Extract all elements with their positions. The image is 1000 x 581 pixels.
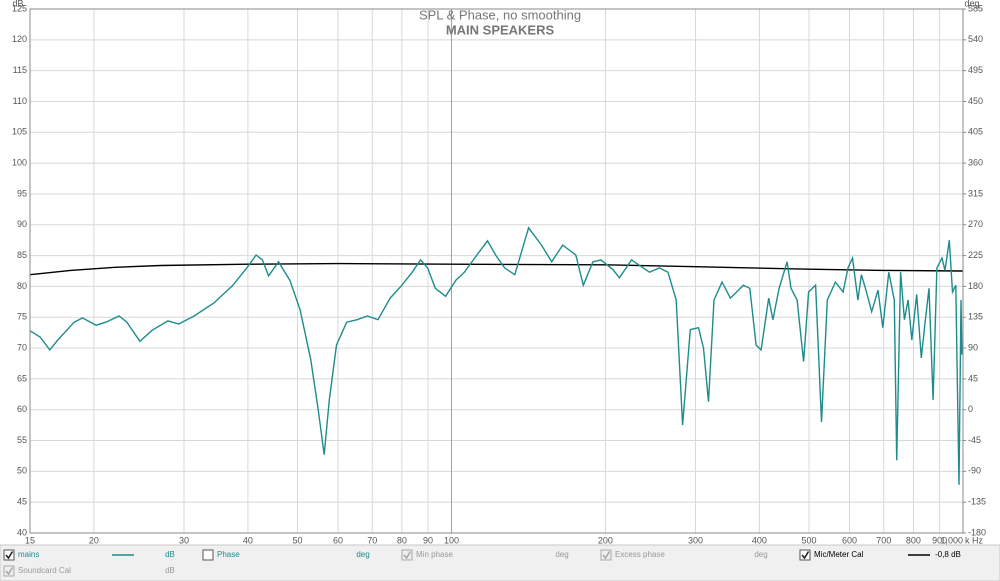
y2-tick-label: 450 bbox=[968, 96, 983, 106]
y-tick-label: 100 bbox=[12, 157, 27, 167]
series-line bbox=[29, 226, 963, 485]
x-tick-label: 400 bbox=[752, 535, 767, 545]
y-tick-label: 40 bbox=[17, 527, 27, 537]
legend-unit: deg bbox=[555, 550, 568, 559]
y2-tick-label: 225 bbox=[968, 250, 983, 260]
legend-unit: deg bbox=[356, 550, 369, 559]
y-tick-label: 65 bbox=[17, 373, 27, 383]
y-tick-label: 110 bbox=[13, 96, 27, 106]
chart-background bbox=[0, 0, 1000, 545]
plot-border bbox=[29, 8, 964, 534]
y-axis-unit: dB bbox=[12, 0, 23, 8]
x-tick-label: 900 bbox=[932, 535, 947, 545]
y-tick-label: 90 bbox=[17, 219, 27, 229]
checkmark bbox=[403, 551, 412, 560]
x-tick-label: 90 bbox=[423, 535, 433, 545]
checkbox[interactable] bbox=[202, 549, 214, 561]
series-line bbox=[29, 262, 964, 276]
y-tick-label: 80 bbox=[17, 281, 27, 291]
x-tick-label: 1,000 bbox=[940, 535, 963, 545]
y-tick-label: 75 bbox=[17, 312, 27, 322]
x-axis-unit: k Hz bbox=[965, 535, 984, 545]
legend-label: Excess phase bbox=[615, 550, 665, 559]
y-tick-label: 115 bbox=[13, 65, 27, 75]
x-tick-label: 40 bbox=[243, 535, 253, 545]
x-tick-label: 15 bbox=[25, 535, 35, 545]
x-tick-label: 80 bbox=[397, 535, 407, 545]
checkmark bbox=[801, 551, 810, 560]
y2-tick-label: 405 bbox=[968, 127, 983, 137]
legend-unit: dB bbox=[165, 566, 175, 575]
legend-label: Soundcard Cal bbox=[18, 566, 71, 575]
y2-tick-label: -90 bbox=[968, 466, 981, 476]
y-tick-label: 85 bbox=[17, 250, 27, 260]
y2-axis-unit: deg bbox=[964, 0, 979, 8]
x-tick-label: 60 bbox=[333, 535, 343, 545]
y2-tick-label: -135 bbox=[968, 497, 986, 507]
legend-unit: deg bbox=[754, 550, 767, 559]
y-tick-label: 45 bbox=[17, 497, 27, 507]
y2-tick-label: 135 bbox=[968, 312, 983, 322]
chart-subtitle: MAIN SPEAKERS bbox=[446, 22, 555, 37]
y2-tick-label: 315 bbox=[968, 188, 983, 198]
y-tick-label: 60 bbox=[17, 404, 27, 414]
checkmark bbox=[5, 551, 14, 560]
checkbox[interactable] bbox=[3, 549, 15, 561]
y2-tick-label: 180 bbox=[968, 281, 983, 291]
y2-tick-label: 585 bbox=[968, 3, 983, 13]
legend-label: Min phase bbox=[416, 550, 453, 559]
x-tick-label: 800 bbox=[906, 535, 921, 545]
checkmark bbox=[5, 567, 14, 576]
y2-tick-label: 360 bbox=[968, 157, 983, 167]
legend-label: Mic/Meter Cal bbox=[814, 550, 864, 559]
y2-tick-label: 270 bbox=[968, 219, 983, 229]
x-tick-label: 30 bbox=[179, 535, 189, 545]
chart-title: SPL & Phase, no smoothing bbox=[419, 7, 581, 22]
x-tick-label: 500 bbox=[801, 535, 816, 545]
y-tick-label: 105 bbox=[12, 127, 27, 137]
legend-panel bbox=[0, 544, 1000, 581]
y-tick-label: 70 bbox=[17, 342, 27, 352]
checkbox[interactable] bbox=[401, 549, 413, 561]
legend-unit: dB bbox=[165, 550, 175, 559]
legend-label: Phase bbox=[217, 550, 240, 559]
x-tick-label: 70 bbox=[367, 535, 377, 545]
legend-unit: -0,8 dB bbox=[935, 550, 961, 559]
legend-label: mains bbox=[18, 550, 39, 559]
x-tick-label: 200 bbox=[598, 535, 613, 545]
y-tick-label: 125 bbox=[12, 3, 27, 13]
y2-tick-label: 495 bbox=[968, 65, 983, 75]
x-tick-label: 20 bbox=[89, 535, 99, 545]
checkbox[interactable] bbox=[799, 549, 811, 561]
y2-tick-label: 0 bbox=[968, 404, 973, 414]
y-tick-label: 120 bbox=[12, 34, 27, 44]
checkbox[interactable] bbox=[600, 549, 612, 561]
y2-tick-label: -180 bbox=[968, 527, 986, 537]
y2-tick-label: 45 bbox=[968, 373, 978, 383]
x-tick-label: 600 bbox=[842, 535, 857, 545]
y-tick-label: 95 bbox=[17, 188, 27, 198]
x-tick-label: 300 bbox=[688, 535, 703, 545]
y-tick-label: 50 bbox=[17, 466, 27, 476]
checkmark bbox=[602, 551, 611, 560]
y2-tick-label: -45 bbox=[968, 435, 981, 445]
y-tick-label: 55 bbox=[17, 435, 27, 445]
x-tick-label: 50 bbox=[292, 535, 302, 545]
y2-tick-label: 540 bbox=[968, 34, 983, 44]
x-tick-label: 100 bbox=[444, 535, 459, 545]
checkbox[interactable] bbox=[3, 565, 15, 577]
x-tick-label: 700 bbox=[876, 535, 891, 545]
y2-tick-label: 90 bbox=[968, 342, 978, 352]
